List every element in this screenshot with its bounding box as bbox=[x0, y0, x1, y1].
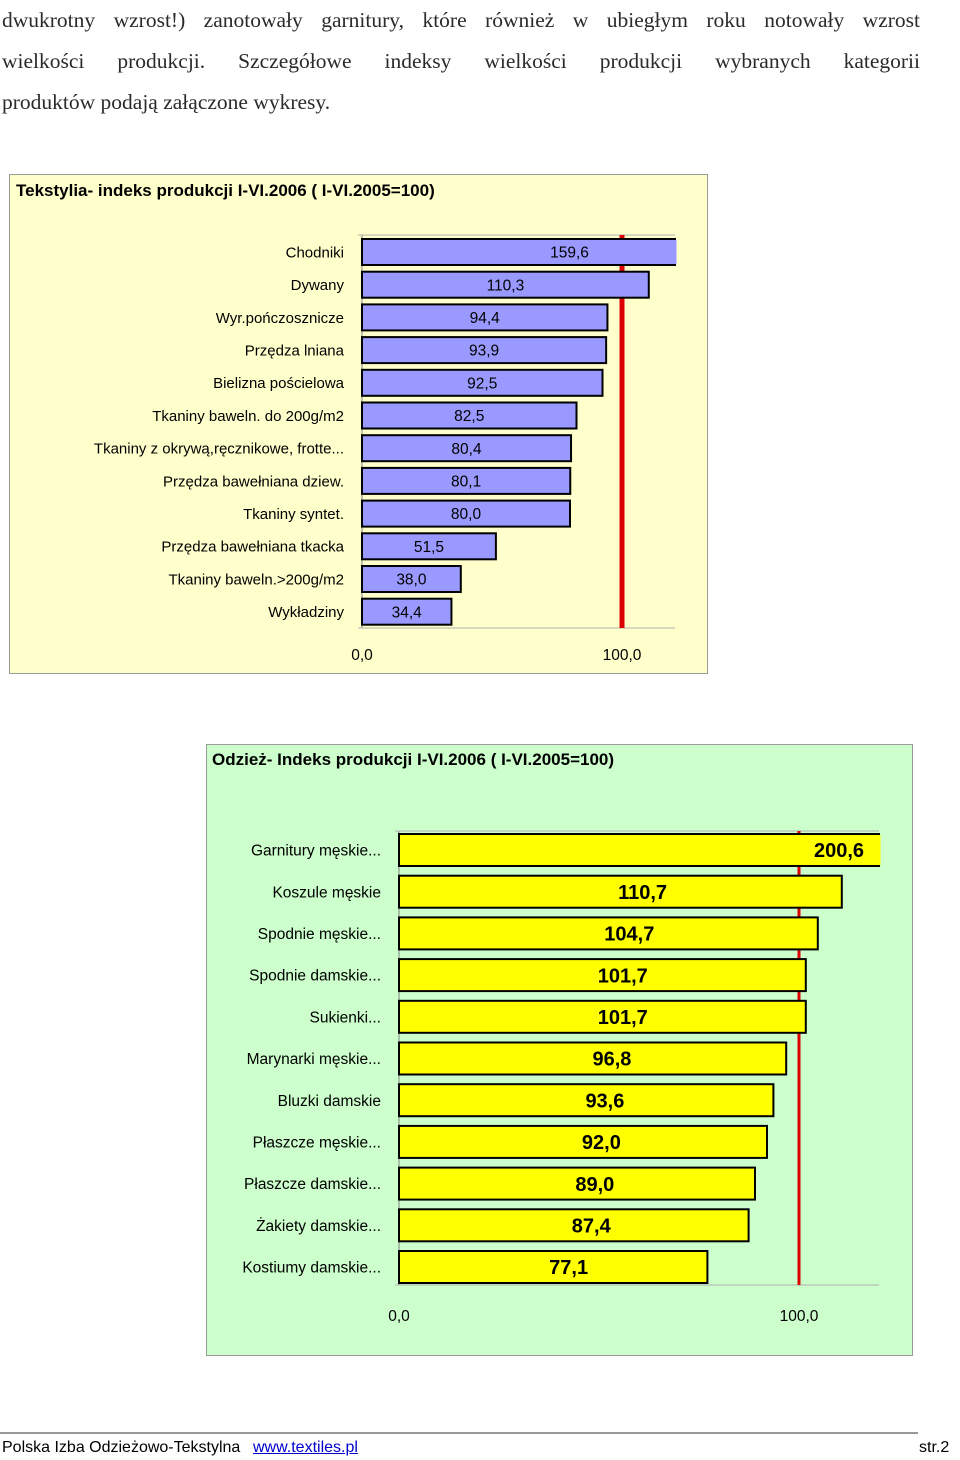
value-label: 96,8 bbox=[592, 1049, 631, 1071]
value-label: 92,5 bbox=[467, 375, 497, 392]
x-tick-label: 0,0 bbox=[351, 647, 373, 664]
category-label: Dywany bbox=[291, 277, 345, 294]
clothing-chart: Odzież- Indeks produkcji I-VI.2006 ( I-V… bbox=[206, 744, 913, 1356]
value-label: 77,1 bbox=[549, 1257, 588, 1279]
x-tick-label: 100,0 bbox=[603, 647, 642, 664]
bar bbox=[361, 401, 578, 430]
category-label: Koszule męskie bbox=[272, 884, 381, 901]
x-tick-label: 100,0 bbox=[780, 1308, 819, 1325]
category-label: Wykładziny bbox=[268, 604, 344, 621]
value-label: 101,7 bbox=[598, 965, 648, 987]
paragraph-line-1: dwukrotny wzrost!) zanotowały garnitury,… bbox=[2, 8, 920, 32]
paragraph-line-3: produktów podają załączone wykresy. bbox=[2, 90, 331, 114]
category-label: Marynarki męskie... bbox=[247, 1051, 381, 1068]
value-label: 34,4 bbox=[392, 604, 423, 621]
category-label: Tkaniny syntet. bbox=[243, 506, 344, 523]
category-label: Spodnie damskie... bbox=[249, 968, 381, 985]
value-label: 94,4 bbox=[470, 310, 501, 327]
textiles-chart-plot: Chodniki 159,6 Dywany 110,3 Wyr.pończosznicz… bbox=[94, 234, 677, 664]
bar bbox=[398, 999, 807, 1034]
bar bbox=[398, 1250, 709, 1284]
category-label: Płaszcze męskie... bbox=[253, 1134, 381, 1151]
bar bbox=[398, 916, 819, 951]
category-label: Chodniki bbox=[286, 244, 344, 261]
category-label: Przędza bawełniana dziew. bbox=[163, 473, 344, 490]
value-label: 93,6 bbox=[585, 1090, 624, 1112]
footer-page: str.2 bbox=[919, 1439, 950, 1456]
bar bbox=[361, 270, 650, 299]
bar bbox=[361, 303, 609, 332]
bar bbox=[398, 1208, 750, 1243]
bar bbox=[398, 1166, 756, 1201]
bar bbox=[361, 597, 453, 626]
value-label: 89,0 bbox=[575, 1174, 614, 1196]
footer-divider bbox=[0, 1432, 918, 1434]
category-label: Tkaniny baweln. do 200g/m2 bbox=[152, 408, 344, 425]
category-label: Przędza bawełniana tkacka bbox=[161, 539, 344, 556]
value-label: 80,0 bbox=[451, 506, 482, 523]
value-label: 110,3 bbox=[487, 277, 525, 294]
category-label: Płaszcze damskie... bbox=[244, 1176, 381, 1193]
value-label: 110,7 bbox=[618, 882, 667, 904]
bar bbox=[398, 1124, 768, 1159]
bar bbox=[398, 1083, 775, 1118]
value-label: 82,5 bbox=[454, 408, 484, 425]
paragraph-line-2: wielkości produkcji. Szczegółowe indeksy… bbox=[2, 49, 920, 73]
category-label: Tkaniny z okrywą,ręcznikowe, frotte... bbox=[94, 441, 344, 458]
textiles-chart-title: Tekstylia- indeks produkcji I-VI.2006 ( … bbox=[16, 181, 435, 200]
category-label: Żakiety damskie... bbox=[256, 1217, 381, 1235]
footer-link[interactable]: www.textiles.pl bbox=[253, 1439, 358, 1456]
bar bbox=[361, 434, 573, 463]
category-label: Przędza lniana bbox=[245, 343, 345, 360]
value-label: 80,4 bbox=[451, 441, 482, 458]
bar bbox=[398, 874, 843, 909]
value-label: 200,6 bbox=[814, 840, 864, 862]
bar bbox=[361, 499, 571, 528]
body-paragraph: dwukrotny wzrost!) zanotowały garnitury,… bbox=[2, 0, 920, 123]
bar bbox=[361, 368, 604, 397]
bar bbox=[361, 565, 462, 593]
textiles-chart: Tekstylia- indeks produkcji I-VI.2006 ( … bbox=[9, 174, 708, 674]
bar bbox=[398, 833, 880, 867]
value-label: 93,9 bbox=[469, 343, 499, 360]
value-label: 87,4 bbox=[572, 1216, 612, 1238]
bar bbox=[361, 466, 572, 495]
value-label: 80,1 bbox=[451, 473, 481, 490]
footer-org: Polska Izba Odzieżowo-Tekstylna bbox=[2, 1439, 241, 1456]
category-label: Bluzki damskie bbox=[278, 1093, 381, 1110]
bar bbox=[361, 336, 608, 365]
bar bbox=[361, 238, 676, 266]
bar bbox=[398, 958, 807, 993]
x-tick-label: 0,0 bbox=[388, 1308, 410, 1325]
category-label: Bielizna pościelowa bbox=[213, 375, 345, 392]
value-label: 92,0 bbox=[582, 1132, 621, 1154]
bar bbox=[398, 1041, 788, 1076]
category-label: Wyr.pończosznicze bbox=[216, 310, 344, 327]
value-label: 51,5 bbox=[414, 539, 444, 556]
value-label: 101,7 bbox=[598, 1007, 648, 1029]
value-label: 104,7 bbox=[604, 924, 654, 946]
category-label: Garnitury męskie... bbox=[251, 843, 381, 860]
value-label: 159,6 bbox=[550, 245, 589, 262]
clothing-chart-title: Odzież- Indeks produkcji I-VI.2006 ( I-V… bbox=[212, 750, 615, 769]
value-label: 38,0 bbox=[396, 572, 427, 589]
category-label: Kostiumy damskie... bbox=[242, 1260, 381, 1277]
category-label: Spodnie męskie... bbox=[258, 926, 381, 943]
clothing-chart-plot: Garnitury męskie... 200,6 Koszule męskie 11… bbox=[242, 830, 881, 1325]
bar bbox=[361, 532, 497, 561]
category-label: Tkaniny baweln.>200g/m2 bbox=[168, 571, 344, 588]
category-label: Sukienki... bbox=[309, 1009, 381, 1026]
